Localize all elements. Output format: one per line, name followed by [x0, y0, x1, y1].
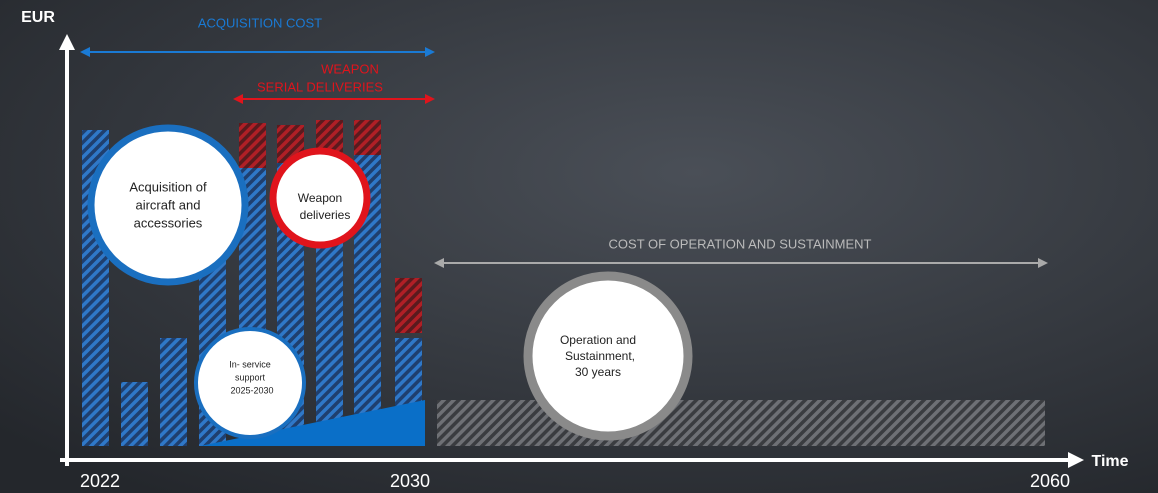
circle-labels: Acquisition of aircraft and accessories …	[129, 179, 636, 395]
circles	[87, 124, 693, 441]
y-axis-label: EUR	[21, 9, 55, 26]
circle-text: support	[235, 372, 266, 382]
circle-text: Acquisition of	[129, 179, 207, 194]
circle-text: accessories	[134, 215, 203, 230]
x-axis-label: Time	[1091, 453, 1128, 470]
circle-text: deliveries	[300, 208, 351, 222]
circle-text: Sustainment,	[565, 349, 635, 363]
span-label: ACQUISITION COST	[198, 15, 322, 30]
x-tick-label: 2022	[80, 471, 120, 491]
x-tick-label: 2030	[390, 471, 430, 491]
span-label: COST OF OPERATION AND SUSTAINMENT	[609, 236, 872, 251]
circle-text: In- service	[229, 359, 271, 369]
x-tick-label: 2060	[1030, 471, 1070, 491]
span-label: WEAPON	[321, 61, 379, 76]
circle-text: Operation and	[560, 333, 636, 347]
circle-text: Weapon	[298, 191, 342, 205]
span-label: SERIAL DELIVERIES	[257, 79, 383, 94]
circle-text: 30 years	[575, 365, 621, 379]
circle-text: 2025-2030	[230, 385, 273, 395]
circle-text: aircraft and	[135, 197, 200, 212]
